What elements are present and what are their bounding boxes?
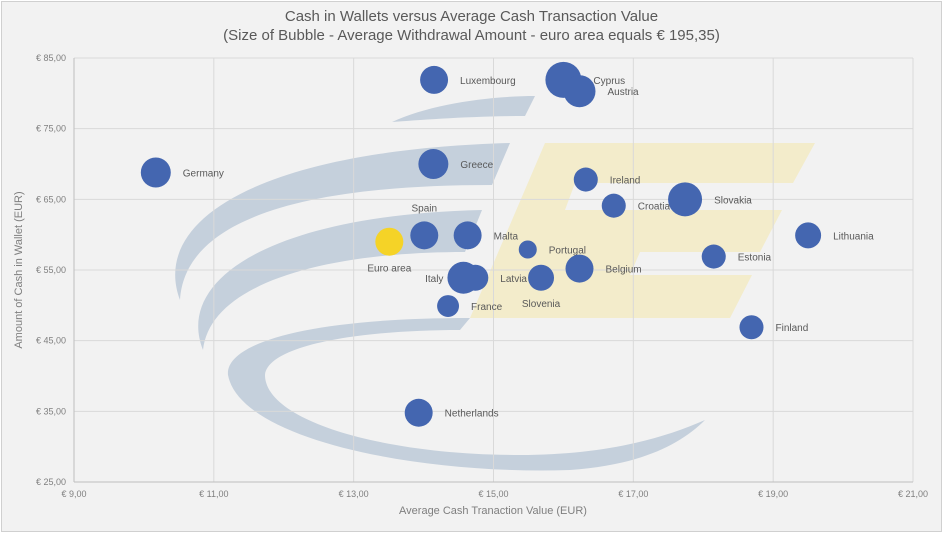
data-label: Lithuania — [833, 231, 874, 242]
y-tick-label: € 55,00 — [36, 265, 66, 275]
data-label: Croatia — [638, 202, 671, 213]
data-label: Luxembourg — [460, 76, 516, 87]
x-tick-label: € 15,00 — [478, 489, 508, 499]
x-axis-title: Average Cash Tranaction Value (EUR) — [399, 505, 587, 517]
bubble-croatia — [601, 193, 626, 218]
bubble-luxembourg — [420, 65, 449, 94]
data-label: Malta — [494, 231, 519, 242]
y-tick-label: € 45,00 — [36, 336, 66, 346]
data-label: Spain — [411, 203, 437, 214]
bubble-greece — [418, 149, 449, 179]
bubble-netherlands — [404, 398, 433, 427]
data-label: France — [471, 302, 503, 313]
y-tick-label: € 65,00 — [36, 194, 66, 204]
bubble-belgium — [565, 254, 594, 283]
data-label: Portugal — [549, 246, 586, 257]
bubble-slovakia — [668, 182, 703, 217]
x-tick-label: € 19,00 — [758, 489, 788, 499]
data-label: Ireland — [610, 176, 641, 187]
data-label: Germany — [183, 168, 224, 179]
data-label: Greece — [460, 160, 493, 171]
bubble-euro-area — [375, 227, 404, 256]
bubble-finland — [739, 315, 764, 340]
y-tick-label: € 25,00 — [36, 477, 66, 487]
watermark-euro-bar-1 — [470, 143, 815, 318]
chart-subtitle: (Size of Bubble - Average Withdrawal Amo… — [223, 27, 720, 44]
bubble-ireland — [573, 167, 598, 192]
bubble-lithuania — [795, 222, 822, 249]
x-tick-label: € 21,00 — [898, 489, 928, 499]
y-tick-label: € 85,00 — [36, 53, 66, 63]
data-label: Euro area — [367, 264, 411, 275]
bubble-austria — [563, 75, 596, 108]
y-tick-label: € 75,00 — [36, 124, 66, 134]
x-tick-label: € 9,00 — [61, 489, 86, 499]
data-label: Cyprus — [593, 76, 625, 87]
euro-logo-watermark — [175, 96, 815, 471]
watermark-arc-2 — [175, 143, 510, 300]
x-tick-label: € 11,00 — [199, 489, 228, 499]
bubble-estonia — [701, 244, 726, 269]
watermark-arc-1 — [392, 96, 535, 122]
x-tick-label: € 17,00 — [618, 489, 648, 499]
data-label: Austria — [607, 87, 639, 98]
bubble-portugal — [518, 240, 537, 259]
y-tick-label: € 35,00 — [36, 406, 66, 416]
y-axis-title: Amount of Cash in Wallet (EUR) — [13, 191, 25, 348]
data-label: Italy — [425, 274, 443, 285]
data-label: Latvia — [500, 274, 527, 285]
bubble-spain — [410, 221, 439, 250]
chart-title: Cash in Wallets versus Average Cash Tran… — [284, 8, 659, 25]
data-label: Belgium — [605, 265, 641, 276]
data-label: Slovakia — [714, 195, 752, 206]
data-label: Estonia — [738, 253, 772, 264]
watermark-arc-3 — [198, 210, 482, 350]
x-tick-label: € 13,00 — [339, 489, 369, 499]
data-label: Finland — [776, 323, 809, 334]
data-label: Netherlands — [445, 409, 499, 420]
bubble-germany — [140, 157, 171, 188]
bubble-malta — [453, 221, 482, 250]
bubble-latvia — [462, 264, 489, 291]
bubble-slovenia — [528, 264, 555, 291]
data-label: Slovenia — [522, 299, 561, 310]
bubble-france — [437, 295, 460, 318]
